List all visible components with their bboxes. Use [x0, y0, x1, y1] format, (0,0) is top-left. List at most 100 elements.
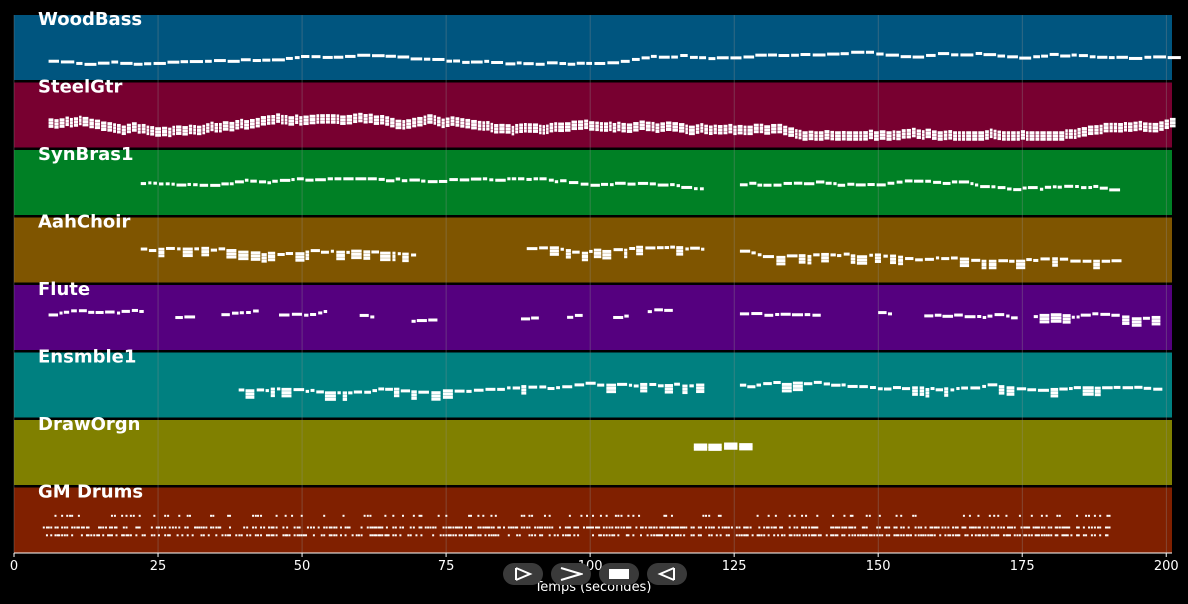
note	[406, 125, 412, 129]
note	[688, 125, 695, 129]
note	[305, 534, 308, 537]
note	[316, 390, 324, 394]
note	[238, 250, 249, 254]
note	[865, 50, 874, 54]
note	[523, 62, 534, 66]
note-segment	[140, 177, 704, 191]
note	[835, 137, 841, 141]
note	[848, 526, 851, 529]
note	[299, 116, 303, 120]
note	[450, 119, 455, 123]
note	[50, 526, 53, 529]
note	[1087, 514, 1090, 517]
note	[200, 526, 203, 529]
note	[309, 114, 316, 118]
note	[815, 180, 825, 184]
note	[363, 514, 366, 517]
note	[781, 389, 792, 393]
note	[917, 534, 920, 537]
note	[281, 394, 292, 398]
note	[1040, 134, 1046, 138]
note	[959, 257, 970, 261]
note	[559, 526, 562, 529]
note	[626, 129, 633, 133]
note	[753, 123, 759, 127]
note	[814, 131, 818, 135]
note	[257, 534, 260, 537]
note	[627, 182, 636, 186]
forward-button[interactable]	[551, 563, 591, 585]
stop-button[interactable]	[599, 563, 639, 585]
note	[1007, 534, 1010, 537]
note	[460, 534, 463, 537]
note	[753, 130, 759, 134]
note	[155, 526, 158, 529]
note	[380, 251, 391, 255]
note	[266, 118, 271, 122]
note	[222, 124, 229, 128]
note	[479, 526, 482, 529]
note	[117, 311, 121, 315]
note	[541, 534, 544, 537]
note	[599, 125, 603, 129]
rewind-button[interactable]	[647, 563, 687, 585]
note	[161, 526, 164, 529]
note	[676, 249, 684, 253]
note	[125, 514, 128, 517]
note	[1066, 526, 1069, 529]
note	[328, 534, 331, 537]
note	[441, 125, 445, 129]
note	[688, 128, 695, 132]
note	[595, 124, 599, 128]
note	[1081, 186, 1087, 190]
note	[612, 129, 617, 133]
note	[611, 534, 614, 537]
note	[1025, 534, 1028, 537]
note	[210, 124, 214, 128]
note	[445, 526, 448, 529]
note	[1109, 122, 1113, 126]
note	[848, 534, 851, 537]
note	[556, 386, 560, 390]
note	[674, 382, 680, 386]
note	[526, 526, 529, 529]
note	[298, 526, 301, 529]
note	[988, 514, 991, 517]
note	[320, 250, 329, 254]
note	[516, 526, 519, 529]
note	[90, 534, 93, 537]
note	[318, 311, 323, 315]
note	[983, 526, 986, 529]
note	[694, 187, 698, 191]
note	[277, 252, 285, 256]
note	[919, 392, 925, 396]
note	[494, 127, 499, 131]
play-button[interactable]	[503, 563, 543, 585]
note	[617, 128, 621, 132]
note	[210, 128, 214, 132]
note	[399, 534, 402, 537]
note	[587, 526, 590, 529]
note	[929, 534, 932, 537]
note	[159, 182, 164, 186]
note	[381, 534, 384, 537]
note	[921, 136, 925, 140]
note	[399, 526, 402, 529]
note	[911, 131, 916, 135]
note	[981, 266, 987, 270]
note	[250, 251, 261, 255]
note	[961, 526, 964, 529]
note	[874, 259, 881, 263]
note	[564, 122, 571, 126]
note	[340, 121, 346, 125]
note	[1094, 386, 1101, 390]
note	[158, 251, 165, 255]
note	[771, 123, 777, 127]
note	[310, 249, 320, 253]
note	[1099, 514, 1102, 517]
note	[1009, 259, 1015, 263]
note	[542, 128, 546, 132]
note	[685, 127, 688, 131]
note	[1001, 137, 1006, 141]
note	[207, 534, 210, 537]
